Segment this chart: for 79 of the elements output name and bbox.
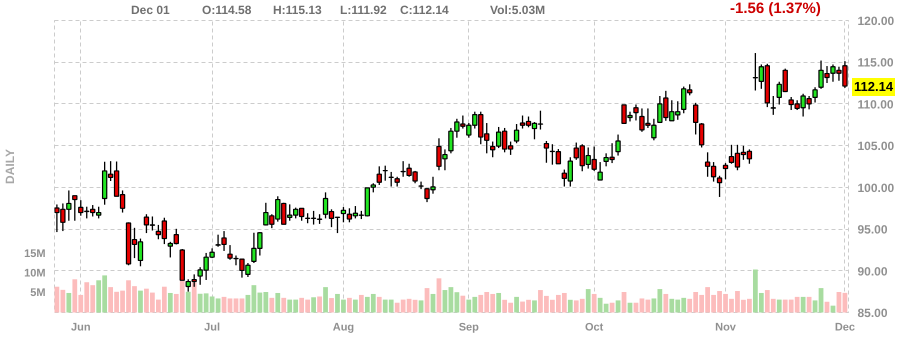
candlestick — [692, 102, 698, 136]
bar — [424, 288, 430, 312]
text: 112.14 — [852, 78, 896, 96]
x-tick-label: Jul — [204, 322, 220, 334]
y2-tick-label: 5M — [30, 286, 46, 299]
y-tick-label: 100.00 — [858, 180, 895, 195]
bar — [376, 296, 382, 312]
candlestick — [394, 176, 400, 188]
candlestick — [770, 95, 776, 116]
candlestick — [376, 166, 382, 186]
bar — [436, 278, 442, 312]
bar — [616, 300, 620, 312]
y-tick-label: 85.00 — [858, 306, 888, 320]
candlestick — [698, 122, 704, 148]
bar — [532, 300, 537, 312]
y-tick-label: 115.00 — [858, 56, 894, 70]
candlestick — [615, 134, 621, 156]
y-tick-label: 90.00 — [858, 264, 888, 278]
candlestick — [382, 165, 388, 182]
bar — [66, 292, 72, 312]
bar — [586, 289, 591, 312]
x-tick-label: Dec — [834, 322, 856, 334]
y-tick-label: 110.00 — [858, 97, 894, 112]
bar — [776, 300, 782, 312]
bar — [663, 294, 668, 312]
y2-axis-title: DAILY — [3, 149, 18, 184]
bar — [460, 296, 466, 312]
bar — [628, 302, 632, 312]
bar — [568, 300, 573, 312]
text: C:112.14 — [400, 2, 449, 18]
bar — [418, 300, 424, 312]
candlestick — [388, 171, 394, 188]
bar — [347, 298, 352, 312]
candlestick — [722, 162, 728, 180]
bar — [800, 296, 806, 312]
bar — [323, 287, 328, 312]
text: O:114.58 — [202, 2, 252, 18]
bar — [317, 296, 322, 312]
candlestick — [633, 104, 639, 122]
candlestick — [812, 86, 818, 104]
candlestick — [514, 123, 520, 144]
text: -1.56 (1.37%) — [730, 0, 821, 17]
candlestick — [597, 161, 603, 181]
text: Dec 01 — [131, 2, 170, 18]
y2-tick-label: 10M — [24, 267, 46, 280]
x-tick-label: Oct — [585, 322, 604, 334]
bar — [514, 296, 519, 312]
bar — [430, 294, 436, 312]
bar — [830, 306, 836, 312]
text: H:115.13 — [273, 2, 322, 18]
bar — [622, 292, 626, 312]
y-tick-label: 120.00 — [858, 14, 895, 28]
x-tick-label: Sep — [458, 322, 480, 334]
x-tick-label: Nov — [715, 322, 737, 334]
text: Vol:5.03M — [490, 2, 546, 18]
bar — [610, 302, 614, 312]
bar — [824, 302, 830, 312]
y-tick-label: 105.00 — [858, 139, 895, 154]
bar — [269, 298, 274, 312]
bar — [358, 294, 364, 312]
candlestick — [72, 195, 78, 222]
candlestick — [716, 175, 722, 198]
text: L:111.92 — [340, 2, 387, 18]
x-tick-label: Aug — [332, 322, 354, 334]
y2-tick-label: 15M — [24, 248, 46, 260]
bar — [806, 296, 812, 312]
candlestick — [544, 140, 550, 164]
bar — [186, 292, 191, 312]
bar — [311, 297, 316, 312]
bar — [496, 292, 502, 312]
bar — [275, 292, 280, 312]
bar — [592, 294, 597, 312]
bar — [329, 298, 334, 312]
bar — [168, 292, 173, 312]
bar — [281, 298, 286, 312]
bar — [138, 290, 143, 312]
x-tick-label: Jun — [70, 322, 91, 334]
bar — [352, 300, 358, 312]
y-tick-label: 95.00 — [858, 222, 888, 237]
